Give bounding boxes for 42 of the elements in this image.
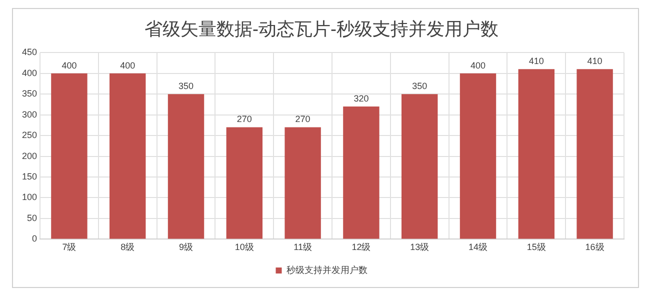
x-tick-label: 16级: [585, 242, 604, 252]
data-label: 350: [178, 81, 194, 92]
bar: [284, 127, 321, 239]
y-tick-label: 150: [22, 171, 38, 182]
bar: [51, 73, 88, 239]
y-tick-label: 50: [27, 212, 38, 223]
data-label: 400: [470, 60, 486, 70]
y-tick-label: 300: [22, 109, 38, 120]
x-tick-label: 8级: [120, 242, 135, 252]
x-tick-label: 13级: [410, 242, 430, 252]
y-tick-label: 100: [22, 192, 38, 202]
bar: [402, 94, 438, 239]
bar: [226, 127, 263, 239]
bar: [460, 73, 496, 239]
data-label: 270: [236, 114, 252, 124]
x-tick-label: 7级: [62, 242, 76, 252]
data-label: 410: [587, 56, 602, 66]
y-tick-label: 0: [32, 234, 38, 244]
x-tick-label: 11级: [294, 242, 312, 252]
data-label: 400: [120, 60, 136, 70]
y-tick-label: 250: [22, 130, 38, 140]
y-tick-label: 350: [22, 88, 38, 99]
x-tick-label: 12级: [352, 242, 371, 252]
bar: [110, 73, 146, 239]
bar: [576, 69, 613, 239]
x-tick-label: 9级: [179, 242, 194, 252]
data-label: 410: [528, 56, 544, 66]
y-tick-label: 400: [22, 68, 38, 78]
data-label: 270: [295, 114, 310, 124]
y-tick-label: 450: [22, 47, 38, 58]
x-tick-label: 10级: [234, 242, 254, 252]
x-tick-label: 14级: [468, 242, 488, 252]
y-tick-label: 200: [22, 150, 38, 161]
data-label: 400: [62, 60, 77, 70]
data-label: 320: [354, 93, 369, 104]
x-tick-label: 15级: [526, 242, 546, 252]
bar: [343, 106, 380, 239]
bar: [168, 94, 204, 239]
bar: [518, 69, 555, 239]
legend-label: 秒级支持并发用户数: [286, 264, 368, 275]
chart-title: 省级矢量数据-动态瓦片-秒级支持并发用户数: [144, 18, 498, 39]
data-label: 350: [412, 81, 428, 92]
